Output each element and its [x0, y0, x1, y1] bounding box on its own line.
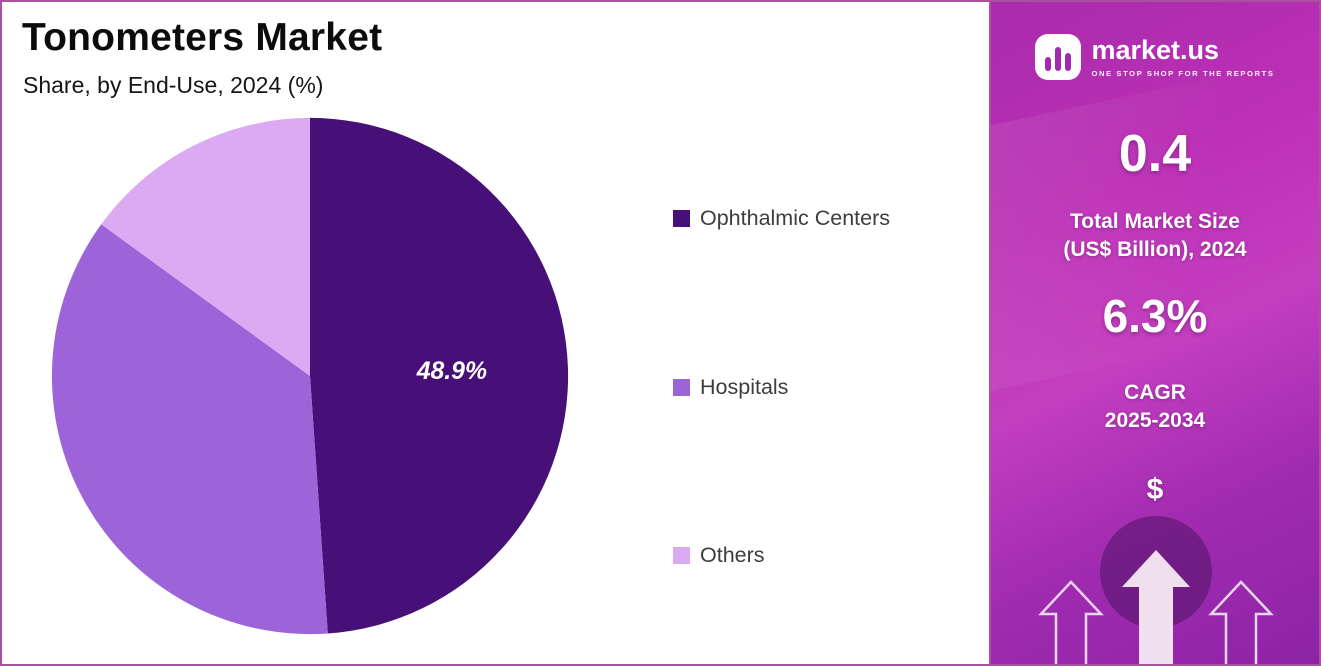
cagr-label-line2: 2025-2034 [1104, 409, 1206, 433]
logo-text-block: market.us ONE STOP SHOP FOR THE REPORTS [1091, 34, 1275, 78]
pie-slice-1[interactable] [310, 117, 569, 634]
logo-name: market.us [1091, 34, 1220, 65]
legend-item-3[interactable]: Others [673, 543, 890, 568]
market-size-label-line1: Total Market Size [1070, 210, 1240, 233]
growth-arrows-decoration [1038, 516, 1274, 664]
pie-chart: 48.9% [42, 108, 578, 644]
page-title: Tonometers Market [22, 16, 383, 59]
cagr-label-line1: CAGR [1124, 380, 1186, 404]
market-size-label: Total Market Size (US$ Billion), 2024 [1063, 208, 1246, 265]
cagr-value: 6.3% [1102, 289, 1208, 342]
chart-legend: Ophthalmic Centers Hospitals Others [673, 206, 890, 568]
chart-subtitle: Share, by End-Use, 2024 (%) [23, 72, 324, 98]
pie-slice-2[interactable] [51, 224, 328, 635]
market-us-logo: market.us ONE STOP SHOP FOR THE REPORTS [1035, 34, 1274, 80]
pie-slice-3[interactable] [101, 117, 310, 376]
legend-item-2[interactable]: Hospitals [673, 375, 890, 400]
legend-swatch-icon [673, 547, 690, 564]
market-size-value: 0.4 [1118, 125, 1192, 183]
growth-arrow-icon-left [1038, 580, 1104, 664]
chart-area: Tonometers Market Share, by End-Use, 202… [2, 2, 991, 664]
dollar-icon: $ [1146, 473, 1164, 507]
legend-swatch-icon [673, 210, 690, 227]
cagr-label: CAGR 2025-2034 [1105, 379, 1205, 436]
pie-chart-svg: 48.9% [51, 117, 569, 635]
growth-arrow-icon-right [1208, 580, 1274, 664]
brand-stats-panel: market.us ONE STOP SHOP FOR THE REPORTS … [989, 2, 1319, 664]
pie-data-label: 48.9% [416, 358, 487, 385]
market-size-label-line2: (US$ Billion), 2024 [1063, 238, 1247, 262]
legend-label: Ophthalmic Centers [700, 206, 890, 230]
legend-label: Others [700, 543, 765, 567]
logo-tagline: ONE STOP SHOP FOR THE REPORTS [1091, 68, 1275, 78]
legend-item-1[interactable]: Ophthalmic Centers [673, 206, 890, 231]
legend-label: Hospitals [700, 374, 789, 399]
market-us-logo-icon [1035, 34, 1082, 80]
growth-arrow-icon-center [1122, 550, 1190, 664]
legend-swatch-icon [673, 378, 690, 396]
